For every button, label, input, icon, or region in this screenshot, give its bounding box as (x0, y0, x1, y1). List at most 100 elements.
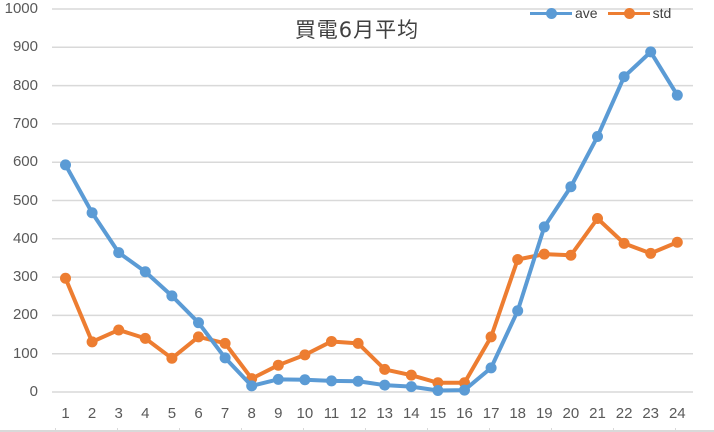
data-point-std (272, 359, 284, 371)
y-tick-label: 200 (12, 306, 38, 324)
legend-label-ave: ave (575, 5, 598, 21)
data-point-ave (671, 89, 683, 101)
data-point-std (139, 332, 151, 344)
x-tick-label: 5 (167, 405, 177, 422)
spreadsheet-cell-divider (551, 428, 552, 432)
data-point-std (671, 236, 683, 248)
data-point-ave (565, 181, 577, 193)
series-std (60, 213, 683, 389)
data-point-ave (86, 207, 98, 219)
y-tick-label: 800 (12, 76, 38, 94)
data-point-ave (459, 384, 470, 396)
x-tick-label: 13 (376, 405, 394, 422)
spreadsheet-cell-divider (117, 428, 118, 432)
legend-marker-std-icon (607, 7, 650, 19)
data-point-ave (379, 379, 391, 391)
x-tick-label: 24 (668, 405, 686, 422)
data-point-ave (272, 373, 284, 385)
data-point-ave (645, 46, 657, 58)
data-point-std (512, 253, 524, 265)
y-tick-label: 600 (12, 153, 38, 171)
spreadsheet-cell-divider (489, 428, 490, 432)
x-tick-label: 8 (247, 405, 256, 422)
legend-marker-ave-icon (530, 7, 572, 19)
data-point-std (219, 337, 231, 349)
data-point-std (592, 213, 603, 225)
data-point-std (326, 335, 337, 347)
x-tick-label: 16 (456, 405, 473, 422)
data-point-std (565, 249, 577, 261)
x-tick-label: 6 (194, 405, 203, 422)
spreadsheet-cell-divider (427, 428, 428, 432)
y-tick-label: 400 (12, 229, 38, 247)
y-tick-label: 1000 (4, 0, 38, 17)
data-point-std (618, 237, 630, 249)
spreadsheet-cell-divider (613, 428, 614, 432)
x-tick-label: 14 (402, 405, 420, 422)
y-tick-label: 900 (12, 38, 38, 56)
x-tick-label: 3 (114, 405, 123, 422)
data-point-std (405, 369, 417, 381)
x-tick-label: 18 (509, 405, 527, 422)
data-point-ave (246, 380, 258, 392)
spreadsheet-row-border (0, 430, 714, 432)
data-point-ave (326, 375, 337, 387)
data-point-std (485, 331, 497, 343)
x-tick-label: 1 (61, 405, 70, 422)
data-point-ave (485, 362, 497, 374)
series-line-ave (63, 49, 680, 393)
x-tick-label: 19 (535, 405, 553, 422)
y-tick-label: 500 (12, 191, 38, 209)
x-tick-label: 21 (589, 405, 606, 422)
data-point-ave (193, 317, 204, 329)
y-tick-label: 100 (12, 344, 38, 362)
data-point-ave (592, 131, 603, 143)
data-point-std (60, 272, 71, 284)
data-point-std (645, 247, 657, 259)
x-tick-label: 7 (220, 405, 230, 422)
legend-item-std: std (607, 5, 672, 21)
data-point-ave (113, 247, 125, 259)
data-point-std (86, 336, 98, 348)
spreadsheet-cell-divider (365, 428, 366, 432)
spreadsheet-cell-divider (303, 428, 304, 432)
x-tick-label: 10 (296, 405, 314, 422)
data-point-std (166, 352, 178, 364)
x-tick-label: 12 (349, 405, 367, 422)
y-tick-label: 300 (12, 268, 38, 286)
y-tick-label: 0 (29, 383, 38, 400)
data-point-ave (405, 381, 417, 393)
data-point-ave (219, 352, 231, 364)
data-point-ave (139, 266, 151, 278)
data-point-ave (60, 159, 71, 171)
data-point-ave (538, 221, 550, 233)
x-tick-label: 2 (87, 405, 97, 422)
data-point-std (113, 324, 125, 336)
spreadsheet-cell-divider (179, 428, 180, 432)
data-point-ave (512, 305, 524, 317)
data-point-std (432, 377, 444, 389)
x-tick-label: 9 (274, 405, 283, 422)
data-point-ave (432, 384, 444, 396)
spreadsheet-cell-divider (55, 428, 56, 432)
data-point-std (193, 331, 204, 343)
x-tick-label: 11 (323, 405, 340, 422)
data-point-ave (299, 374, 311, 386)
legend-label-std: std (652, 5, 672, 21)
data-point-std (538, 248, 550, 260)
x-tick-label: 22 (615, 405, 633, 422)
x-tick-label: 4 (141, 405, 150, 422)
y-tick-label: 700 (12, 114, 38, 132)
data-point-ave (166, 290, 178, 302)
series-line-std (63, 216, 679, 385)
chart-legend: ave std (530, 5, 681, 21)
data-point-std (352, 337, 364, 349)
data-point-std (299, 349, 311, 361)
x-tick-label: 23 (642, 405, 660, 422)
legend-item-ave: ave (530, 5, 598, 21)
spreadsheet-cell-divider (675, 428, 676, 432)
x-tick-label: 17 (482, 405, 500, 422)
x-tick-label: 15 (429, 405, 447, 422)
chart-title: 買電6月平均 (294, 18, 420, 42)
